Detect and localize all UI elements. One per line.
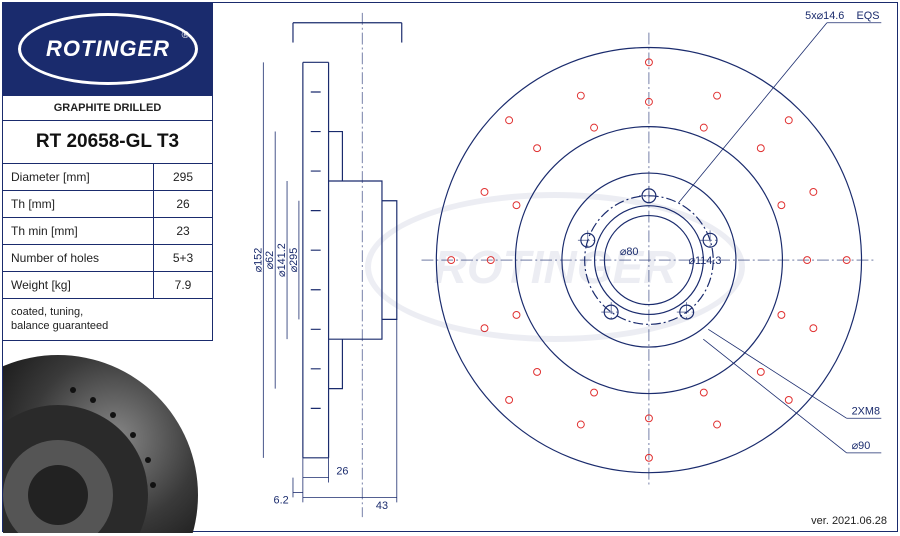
svg-text:⌀152: ⌀152 <box>252 248 264 273</box>
svg-text:⌀80: ⌀80 <box>620 246 639 258</box>
product-type: GRAPHITE DRILLED <box>3 96 212 121</box>
svg-text:5x⌀14.6: 5x⌀14.6 <box>805 10 844 22</box>
svg-text:⌀114.3: ⌀114.3 <box>688 255 721 267</box>
part-number: RT 20658-GL T3 <box>3 121 212 164</box>
spec-label: Weight [kg] <box>3 272 154 298</box>
svg-text:EQS: EQS <box>857 10 880 22</box>
brand-logo: ROTINGER ® <box>18 13 198 85</box>
spec-label: Th min [mm] <box>3 218 154 244</box>
technical-drawing: ROTINGER <box>213 3 897 531</box>
spec-label: Th [mm] <box>3 191 154 217</box>
side-view: ⌀152 ⌀62 ⌀141.2 ⌀295 6.2 26 43 <box>252 13 401 517</box>
spec-value: 7.9 <box>154 272 212 298</box>
spec-notes: coated, tuning, balance guaranteed <box>3 299 212 341</box>
svg-text:43: 43 <box>376 500 388 512</box>
svg-text:⌀90: ⌀90 <box>852 440 871 452</box>
spec-value: 5+3 <box>154 245 212 271</box>
spec-row: Diameter [mm] 295 <box>3 164 212 191</box>
registered-icon: ® <box>182 30 189 41</box>
spec-label: Diameter [mm] <box>3 164 154 190</box>
front-view: 5x⌀14.6 EQS ⌀80 ⌀114.3 2XM8 ⌀90 <box>422 10 882 488</box>
svg-text:⌀141.2: ⌀141.2 <box>276 243 288 277</box>
spec-table: GRAPHITE DRILLED RT 20658-GL T3 Diameter… <box>3 95 213 341</box>
spec-row: Number of holes 5+3 <box>3 245 212 272</box>
spec-row: Th [mm] 26 <box>3 191 212 218</box>
spec-row: Weight [kg] 7.9 <box>3 272 212 299</box>
spec-value: 23 <box>154 218 212 244</box>
drawing-svg: ⌀152 ⌀62 ⌀141.2 ⌀295 6.2 26 43 <box>213 3 897 531</box>
svg-text:26: 26 <box>336 466 348 478</box>
spec-value: 295 <box>154 164 212 190</box>
spec-row: Th min [mm] 23 <box>3 218 212 245</box>
brand-name: ROTINGER <box>46 36 170 62</box>
spec-label: Number of holes <box>3 245 154 271</box>
product-photo <box>3 345 213 533</box>
version-label: ver. 2021.06.28 <box>811 515 887 527</box>
svg-text:2XM8: 2XM8 <box>852 405 880 417</box>
svg-text:6.2: 6.2 <box>274 494 289 506</box>
svg-text:⌀62: ⌀62 <box>264 251 276 270</box>
svg-text:⌀295: ⌀295 <box>288 248 300 273</box>
spec-value: 26 <box>154 191 212 217</box>
drawing-frame: ROTINGER ® GRAPHITE DRILLED RT 20658-GL … <box>2 2 898 532</box>
brand-logo-panel: ROTINGER ® <box>3 3 213 95</box>
